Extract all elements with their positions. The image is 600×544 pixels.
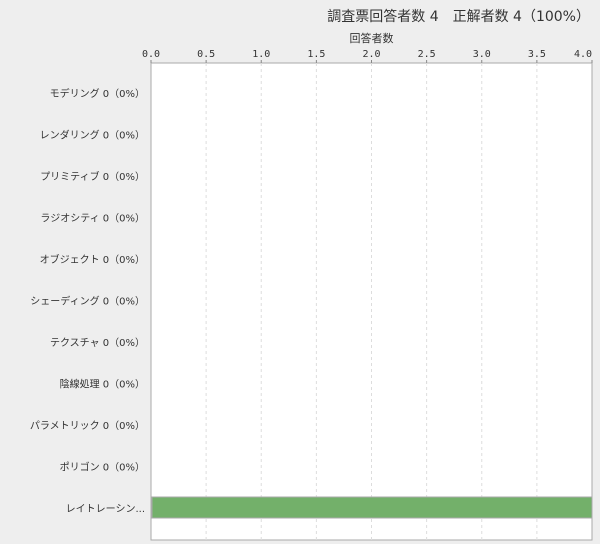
category-label: ポリゴン 0（0%） [60,461,145,474]
x-tick-label: 2.0 [362,49,380,60]
category-label: オブジェクト 0（0%） [40,253,145,266]
x-tick-label: 4.0 [574,49,592,60]
x-tick-label: 2.5 [418,49,436,60]
x-axis-label: 回答者数 [350,31,394,45]
category-label: シェーディング 0（0%） [30,295,145,308]
chart-title: 調査票回答者数 4 正解者数 4（100%） [327,9,590,25]
category-label: レイトレーシン... [66,504,145,515]
category-label: レンダリング 0（0%） [40,129,145,142]
x-tick-label: 1.0 [252,49,270,60]
category-label: テクスチャ 0（0%） [50,337,145,349]
x-tick-label: 0.0 [142,49,160,60]
category-label: パラメトリック 0（0%） [30,420,145,432]
x-tick-label: 3.5 [528,49,546,60]
category-label: 陰線処理 0（0%） [60,378,145,391]
plot-area [150,62,593,541]
bar [151,496,593,519]
category-label: モデリング 0（0%） [50,87,145,100]
category-label: プリミティブ 0（0%） [40,170,145,183]
x-tick-label: 0.5 [197,49,215,60]
x-tick-label: 3.0 [473,49,491,60]
x-tick-label: 1.5 [307,49,325,60]
category-label: ラジオシティ 0（0%） [40,213,145,225]
